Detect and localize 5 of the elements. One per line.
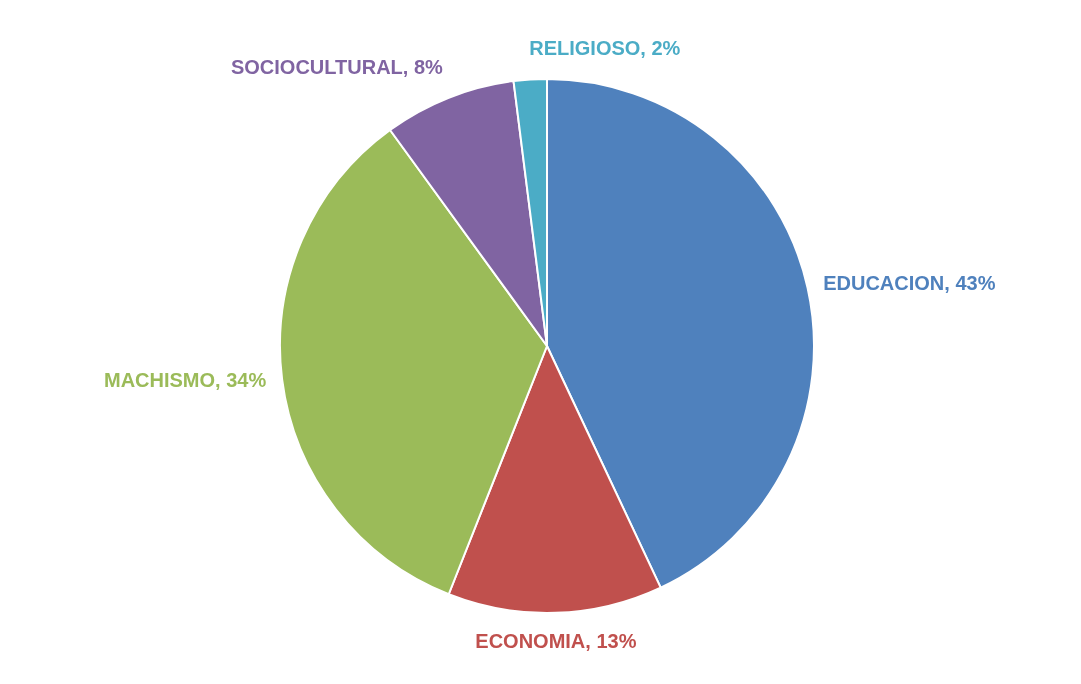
slice-label: SOCIOCULTURAL, 8% — [230, 56, 444, 79]
slice-label: ECONOMIA, 13% — [475, 630, 637, 653]
slice-label: MACHISMO, 34% — [103, 368, 267, 391]
slice-label: RELIGIOSO, 2% — [529, 37, 681, 60]
slice-label: EDUCACION, 43% — [823, 271, 996, 294]
